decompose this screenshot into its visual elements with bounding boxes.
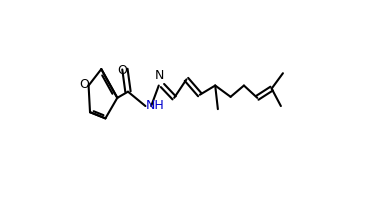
- Text: O: O: [117, 64, 127, 77]
- Text: NH: NH: [146, 99, 165, 111]
- Text: N: N: [155, 69, 164, 82]
- Text: O: O: [79, 78, 89, 91]
